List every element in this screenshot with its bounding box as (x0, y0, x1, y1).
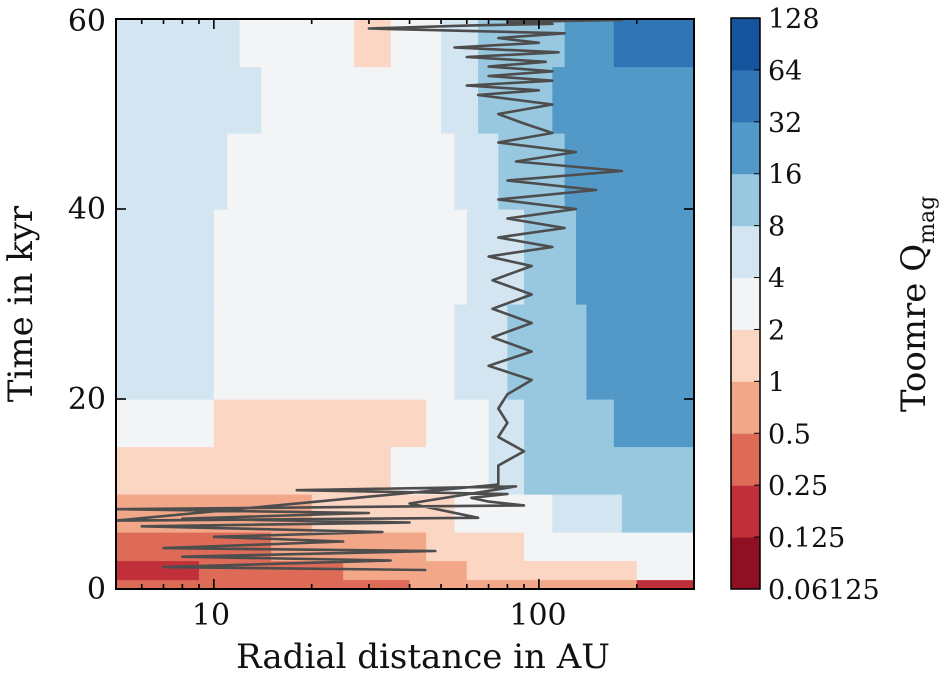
colorbar-segment (731, 381, 760, 434)
colorbar-segment (731, 277, 760, 330)
heatmap-cell (454, 133, 499, 210)
heatmap-cell (116, 446, 392, 495)
heatmap-cell (524, 446, 694, 495)
heatmap-regions (116, 19, 694, 589)
heatmap-cell (116, 560, 200, 581)
colorbar-segment (731, 537, 760, 590)
heatmap-cell (213, 399, 427, 448)
y-tick-label-20: 20 (68, 382, 106, 417)
colorbar-segment (731, 173, 760, 227)
heatmap-cell (524, 399, 615, 448)
heatmap-cell (586, 304, 694, 400)
heatmap-cell (575, 209, 694, 305)
colorbar-tick-label: 0.06125 (768, 575, 880, 606)
x-tick-label-100: 100 (509, 598, 566, 633)
y-tick-label-0: 0 (87, 572, 106, 607)
heatmap-cell (116, 209, 215, 305)
heatmap-cell (116, 304, 215, 400)
colorbar-tick-label: 1 (768, 367, 785, 398)
heatmap-cell (552, 494, 623, 533)
heatmap-cell (636, 579, 694, 589)
contour-layer (116, 19, 624, 572)
heatmap-cell (454, 494, 553, 533)
colorbar-tick-label: 8 (768, 212, 785, 243)
colorbar-tick-label: 0.5 (768, 419, 811, 450)
heatmap-cell (466, 560, 638, 581)
heatmap-cell (524, 532, 694, 562)
colorbar-segment (731, 69, 760, 123)
colorbar (731, 18, 760, 590)
svg-text:Toomre Qmag: Toomre Qmag (894, 196, 940, 412)
y-tick-label-40: 40 (68, 192, 106, 227)
heatmap-cell (116, 133, 228, 210)
heatmap-cell (564, 19, 615, 68)
colorbar-tick-label: 16 (768, 160, 802, 191)
colorbar-title-subscript: mag (915, 196, 940, 244)
heatmap-cell (227, 133, 456, 210)
heatmap-cell (116, 579, 411, 589)
heatmap-cell (213, 304, 456, 400)
colorbar-tick-label: 4 (768, 264, 785, 295)
heatmap-cell (552, 66, 694, 134)
colorbar-tick-label: 2 (768, 316, 785, 347)
x-tick-label-10: 10 (192, 598, 230, 633)
colorbar-tick-label: 32 (768, 108, 802, 139)
heatmap-cell (354, 19, 392, 68)
colorbar-title-main: Toomre Q (894, 244, 934, 412)
colorbar-frame (730, 17, 761, 590)
colorbar-labels: 0.06125 0.125 0.25 0.5 1 2 4 8 16 32 64 128 (754, 4, 880, 606)
heatmap-cell (564, 133, 694, 210)
heatmap-cell (613, 19, 694, 68)
heatmap-cell (213, 209, 468, 305)
colorbar-tick-label: 128 (768, 4, 820, 35)
colorbar-segment (731, 18, 760, 71)
heatmap-cell (613, 399, 694, 448)
heatmap-cell (239, 19, 355, 68)
plot-frame (115, 18, 695, 590)
x-axis-title: Radial distance in AU (236, 637, 610, 674)
colorbar-tick-label: 0.25 (768, 471, 828, 502)
colorbar-tick-label: 64 (768, 56, 802, 87)
heatmap-cell (454, 304, 509, 400)
colorbar-title: Toomre Qmag (894, 196, 940, 412)
contour-line (116, 19, 624, 572)
heatmap-cell (621, 494, 694, 533)
colorbar-segment (731, 121, 760, 175)
heatmap-cell (116, 66, 262, 134)
heatmap-cell (426, 399, 490, 448)
colorbar-tick-label: 0.125 (768, 523, 845, 554)
heatmap-cell (426, 532, 525, 562)
colorbar-segment (731, 225, 760, 279)
y-axis-title: Time in kyr (1, 205, 41, 402)
colorbar-segment (731, 433, 760, 486)
heatmap-cell (116, 19, 241, 68)
heatmap-cell (271, 532, 427, 562)
y-tick-label-60: 60 (68, 4, 106, 39)
heatmap-cell (116, 399, 215, 448)
heatmap-cell (261, 66, 442, 134)
heatmap-cell (441, 66, 479, 134)
colorbar-segment (731, 485, 760, 538)
colorbar-segment (731, 329, 760, 382)
heatmap-cell (636, 560, 694, 581)
axis-ticks (116, 18, 694, 590)
